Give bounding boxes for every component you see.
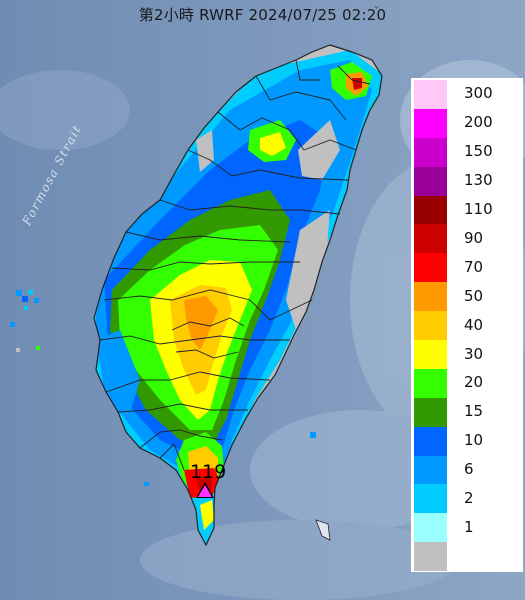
- legend-label: 40: [464, 315, 484, 334]
- rainfall-field: [94, 50, 382, 545]
- corner-mark: ˅: [374, 6, 379, 17]
- legend-label: 90: [464, 228, 484, 247]
- legend-label: 20: [464, 373, 484, 392]
- legend-swatch: [414, 426, 447, 456]
- legend-label: 30: [464, 344, 484, 363]
- legend-label: 10: [464, 431, 484, 450]
- max-marker-icon: [198, 485, 212, 497]
- max-value-label: 119: [190, 461, 227, 483]
- legend-swatch: [414, 542, 447, 572]
- legend-swatch: [414, 137, 447, 167]
- legend-swatch: [414, 455, 447, 485]
- legend-label: 15: [464, 402, 484, 421]
- legend-label: 130: [464, 171, 493, 190]
- legend-swatch: [414, 484, 447, 514]
- legend-swatch: [414, 224, 447, 254]
- map-title: 第2小時 RWRF 2024/07/25 02:20: [138, 6, 387, 24]
- county-boundaries: [93, 44, 383, 547]
- legend-swatch: [414, 195, 447, 225]
- legend-label: 200: [464, 113, 493, 132]
- legend-swatch: [414, 253, 447, 283]
- legend-swatch: [414, 282, 447, 312]
- legend-swatch: [414, 397, 447, 427]
- legend-swatch: [414, 166, 447, 196]
- legend-label: 2: [464, 489, 474, 508]
- legend-label: 150: [464, 142, 493, 161]
- legend-label: 300: [464, 84, 493, 103]
- legend-swatch: [414, 368, 447, 398]
- legend-swatch: [414, 108, 447, 138]
- penghu-rain-cells: [10, 290, 40, 352]
- legend-label: 70: [464, 257, 484, 276]
- legend-label: 110: [464, 200, 493, 219]
- legend-label: 1: [464, 517, 474, 536]
- legend-swatch: [414, 311, 447, 341]
- legend-swatch: [414, 340, 447, 369]
- legend-swatch: [414, 513, 447, 543]
- legend-label: 6: [464, 460, 474, 479]
- small-islands: [144, 432, 331, 541]
- legend-label: 50: [464, 286, 484, 305]
- legend-swatch: [414, 80, 447, 109]
- legend-swatches: [414, 80, 447, 572]
